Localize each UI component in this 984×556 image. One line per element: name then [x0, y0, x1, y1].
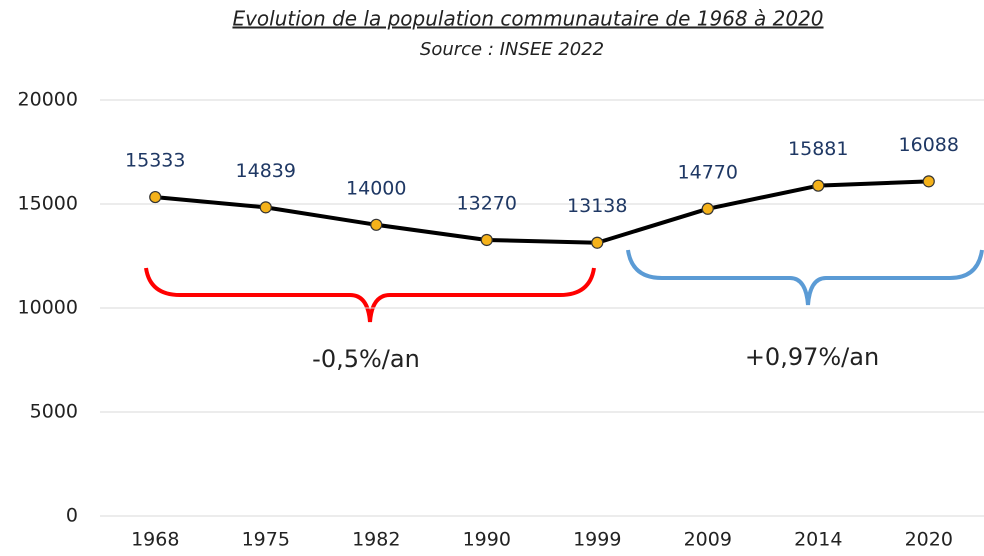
- x-tick-label: 1990: [463, 529, 511, 551]
- y-tick-label: 15000: [18, 193, 78, 215]
- x-tick-label: 2009: [684, 529, 732, 551]
- x-tick-label: 1968: [131, 529, 179, 551]
- brace: [626, 249, 984, 306]
- marker: [480, 233, 493, 247]
- marker: [922, 175, 935, 188]
- annotation: -0,5%/an: [312, 345, 420, 373]
- data-label: 15333: [125, 150, 185, 172]
- x-tick-label: 2020: [905, 529, 953, 551]
- data-label: 15881: [788, 138, 848, 160]
- marker: [149, 190, 162, 204]
- x-tick-label: 1975: [242, 529, 290, 551]
- marker: [370, 218, 383, 231]
- data-label: 13270: [457, 192, 517, 214]
- y-tick-label: 0: [66, 505, 78, 527]
- chart-subtitle: Source : INSEE 2022: [420, 39, 604, 60]
- annotation: +0,97%/an: [745, 343, 879, 371]
- marker: [591, 236, 604, 249]
- data-label: 14000: [346, 177, 406, 199]
- marker: [812, 179, 825, 192]
- y-tick-label: 20000: [18, 89, 78, 111]
- x-tick-label: 1999: [573, 529, 621, 551]
- y-tick-label: 10000: [18, 297, 78, 319]
- data-label: 13138: [567, 195, 627, 217]
- data-label: 14770: [678, 161, 738, 183]
- marker: [701, 202, 714, 215]
- data-label: 16088: [899, 134, 959, 156]
- x-tick-label: 2014: [794, 529, 842, 551]
- marker: [259, 201, 272, 214]
- y-tick-label: 5000: [30, 401, 78, 423]
- line: [155, 179, 929, 245]
- x-tick-label: 1982: [352, 529, 400, 551]
- brace: [144, 267, 596, 323]
- chart-title: Evolution de la population communautaire…: [232, 7, 823, 31]
- data-label: 14839: [236, 160, 296, 182]
